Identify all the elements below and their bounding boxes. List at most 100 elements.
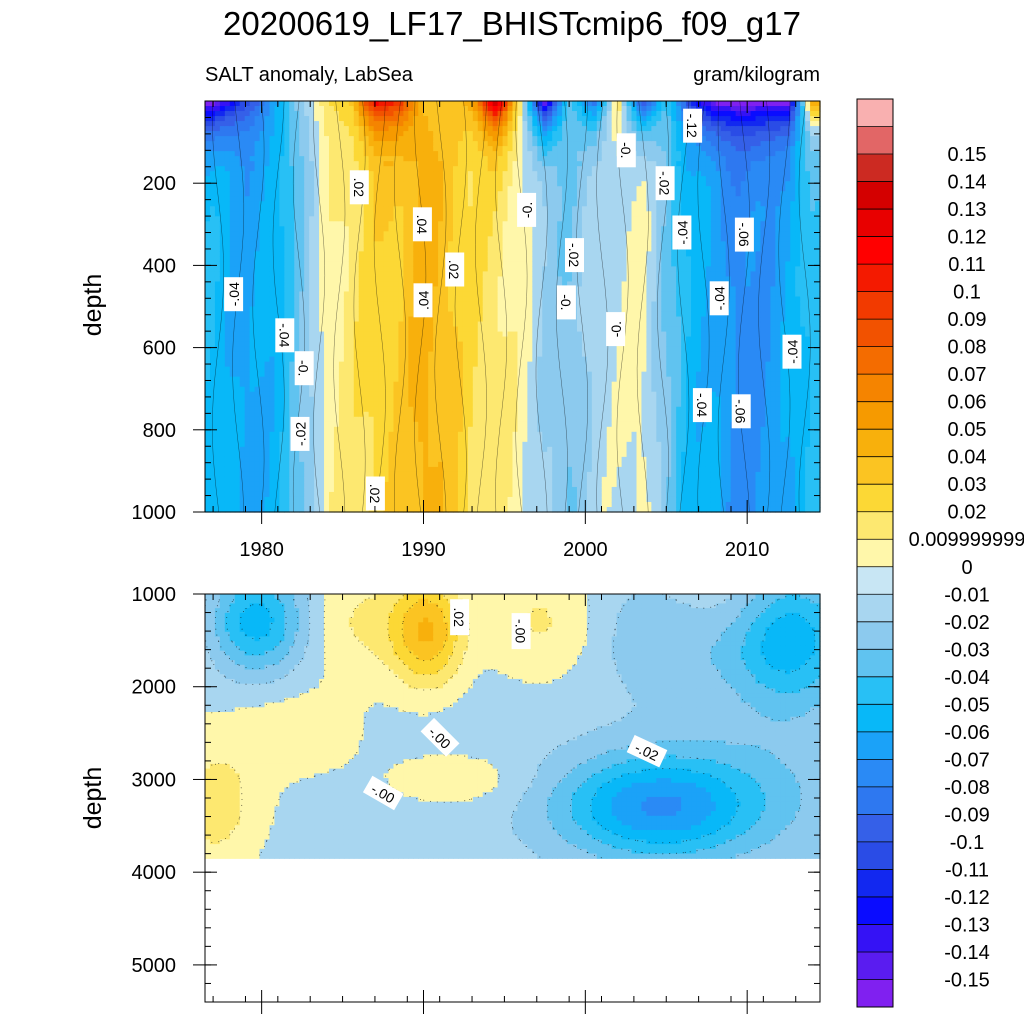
upper-cell (324, 101, 330, 107)
upper-cell (448, 196, 454, 202)
upper-cell (463, 116, 469, 122)
upper-cell (408, 241, 414, 247)
upper-cell (260, 342, 266, 348)
upper-cell (433, 261, 439, 267)
upper-cell (215, 281, 221, 287)
upper-cell (448, 286, 454, 292)
upper-cell (359, 296, 365, 302)
upper-cell (329, 422, 335, 428)
upper-cell (498, 301, 504, 307)
upper-cell (225, 352, 231, 358)
upper-cell (364, 457, 370, 463)
upper-cell (369, 412, 375, 418)
upper-cell (279, 246, 285, 252)
upper-cell (443, 392, 449, 398)
upper-cell (304, 141, 310, 147)
upper-cell (369, 357, 375, 363)
upper-cell (468, 226, 474, 232)
upper-cell (240, 211, 246, 217)
upper-cell (274, 442, 280, 448)
upper-cell (413, 447, 419, 453)
upper-cell (488, 377, 494, 383)
upper-cell (369, 131, 375, 137)
upper-cell (255, 151, 261, 157)
upper-cell (349, 442, 355, 448)
upper-cell (304, 101, 310, 107)
upper-cell (468, 492, 474, 498)
upper-cell (329, 427, 335, 433)
upper-cell (274, 457, 280, 463)
upper-cell (463, 141, 469, 147)
upper-cell (269, 397, 275, 403)
upper-cell (339, 146, 345, 152)
upper-cell (398, 362, 404, 368)
upper-cell (423, 482, 429, 488)
upper-cell (255, 141, 261, 147)
upper-cell (403, 106, 409, 112)
upper-cell (309, 332, 315, 338)
upper-cell (255, 492, 261, 498)
upper-cell (319, 256, 325, 262)
upper-cell (220, 146, 226, 152)
upper-cell (309, 176, 315, 182)
upper-cell (230, 126, 236, 132)
upper-cell (403, 211, 409, 217)
upper-cell (274, 447, 280, 453)
upper-cell (235, 116, 241, 122)
upper-cell (374, 412, 380, 418)
upper-cell (265, 382, 271, 388)
upper-cell (240, 352, 246, 358)
upper-cell (339, 357, 345, 363)
upper-cell (334, 327, 340, 333)
upper-cell (289, 271, 295, 277)
upper-cell (458, 146, 464, 152)
upper-cell (354, 407, 360, 413)
upper-cell (250, 206, 256, 212)
upper-cell (418, 412, 424, 418)
upper-cell (294, 327, 300, 333)
upper-cell (503, 382, 509, 388)
upper-cell (329, 161, 335, 167)
upper-cell (324, 432, 330, 438)
upper-cell (220, 392, 226, 398)
upper-cell (364, 216, 370, 222)
upper-cell (304, 246, 310, 252)
upper-cell (294, 196, 300, 202)
upper-cell (329, 141, 335, 147)
upper-cell (443, 407, 449, 413)
upper-cell (255, 452, 261, 458)
upper-cell (413, 402, 419, 408)
upper-cell (398, 482, 404, 488)
upper-cell (379, 372, 385, 378)
upper-cell (235, 337, 241, 343)
upper-cell (245, 276, 251, 282)
upper-cell (364, 382, 370, 388)
upper-cell (294, 106, 300, 112)
upper-cell (369, 337, 375, 343)
upper-cell (364, 317, 370, 323)
upper-cell (260, 472, 266, 478)
upper-cell (225, 462, 231, 468)
upper-cell (220, 397, 226, 403)
upper-cell (284, 497, 290, 503)
upper-cell (438, 332, 444, 338)
upper-cell (483, 422, 489, 428)
upper-cell (284, 101, 290, 107)
upper-cell (319, 226, 325, 232)
upper-cell (428, 337, 434, 343)
upper-cell (329, 101, 335, 107)
upper-cell (210, 387, 216, 393)
upper-cell (230, 166, 236, 172)
upper-cell (215, 397, 221, 403)
upper-cell (483, 181, 489, 187)
upper-cell (389, 226, 395, 232)
upper-cell (448, 387, 454, 393)
upper-cell (334, 362, 340, 368)
upper-cell (225, 271, 231, 277)
upper-cell (309, 462, 315, 468)
upper-cell (225, 372, 231, 378)
upper-cell (468, 347, 474, 353)
upper-cell (498, 226, 504, 232)
upper-cell (448, 472, 454, 478)
upper-cell (215, 201, 221, 207)
